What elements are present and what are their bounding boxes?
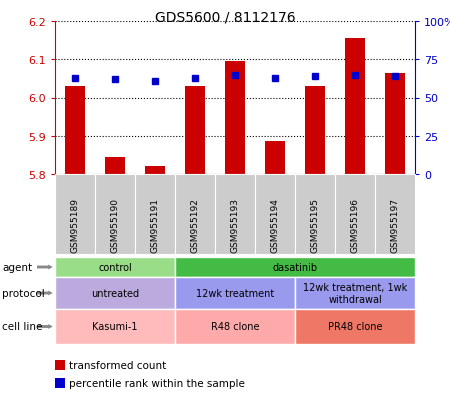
Text: Kasumi-1: Kasumi-1 (92, 322, 138, 332)
Bar (185, 87, 205, 175)
Bar (225, 62, 245, 175)
Text: GSM955195: GSM955195 (310, 197, 320, 252)
Text: GSM955190: GSM955190 (111, 197, 120, 252)
Text: transformed count: transformed count (69, 360, 166, 370)
Bar (65, 87, 85, 175)
Text: GSM955194: GSM955194 (270, 197, 279, 252)
Text: PR48 clone: PR48 clone (328, 322, 382, 332)
Bar (385, 74, 405, 175)
Text: GSM955189: GSM955189 (71, 197, 80, 252)
Text: untreated: untreated (91, 288, 139, 298)
Text: GSM955193: GSM955193 (230, 197, 239, 252)
Text: percentile rank within the sample: percentile rank within the sample (69, 378, 245, 388)
Bar (145, 167, 165, 175)
Text: GSM955196: GSM955196 (351, 197, 360, 252)
Bar (265, 142, 285, 175)
Text: cell line: cell line (2, 322, 43, 332)
Text: R48 clone: R48 clone (211, 322, 259, 332)
Text: agent: agent (2, 262, 32, 272)
Text: GSM955192: GSM955192 (190, 197, 199, 252)
Bar (305, 87, 325, 175)
Bar (105, 157, 125, 175)
Bar (345, 39, 365, 175)
Text: 12wk treatment: 12wk treatment (196, 288, 274, 298)
Text: GDS5600 / 8112176: GDS5600 / 8112176 (155, 10, 295, 24)
Text: dasatinib: dasatinib (272, 262, 318, 272)
Text: GSM955191: GSM955191 (150, 197, 159, 252)
Text: control: control (98, 262, 132, 272)
Text: protocol: protocol (2, 288, 45, 298)
Text: GSM955197: GSM955197 (391, 197, 400, 252)
Text: 12wk treatment, 1wk
withdrawal: 12wk treatment, 1wk withdrawal (303, 282, 407, 304)
